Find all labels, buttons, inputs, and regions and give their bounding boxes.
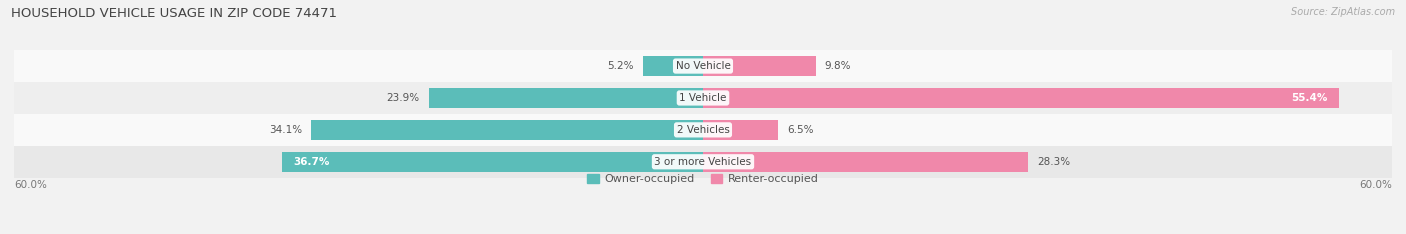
Bar [281,152,703,172]
Text: 3 or more Vehicles: 3 or more Vehicles [654,157,752,167]
Bar [14,146,1392,178]
Text: HOUSEHOLD VEHICLE USAGE IN ZIP CODE 74471: HOUSEHOLD VEHICLE USAGE IN ZIP CODE 7447… [11,7,337,20]
Text: 23.9%: 23.9% [387,93,419,103]
Text: 2 Vehicles: 2 Vehicles [676,125,730,135]
Text: 6.5%: 6.5% [787,125,813,135]
Bar [703,88,1339,108]
Legend: Owner-occupied, Renter-occupied: Owner-occupied, Renter-occupied [588,174,818,184]
Bar [644,56,703,76]
Bar [14,114,1392,146]
Text: 5.2%: 5.2% [607,61,634,71]
Bar [703,56,815,76]
Bar [14,50,1392,82]
Text: 34.1%: 34.1% [269,125,302,135]
Bar [312,120,703,140]
Text: 9.8%: 9.8% [825,61,851,71]
Bar [703,120,778,140]
Text: 60.0%: 60.0% [14,180,46,190]
Bar [429,88,703,108]
Text: 1 Vehicle: 1 Vehicle [679,93,727,103]
Text: 55.4%: 55.4% [1291,93,1327,103]
Text: Source: ZipAtlas.com: Source: ZipAtlas.com [1291,7,1395,17]
Text: 36.7%: 36.7% [292,157,329,167]
Text: 28.3%: 28.3% [1038,157,1070,167]
Bar [703,152,1028,172]
Bar [14,82,1392,114]
Text: 60.0%: 60.0% [1360,180,1392,190]
Text: No Vehicle: No Vehicle [675,61,731,71]
